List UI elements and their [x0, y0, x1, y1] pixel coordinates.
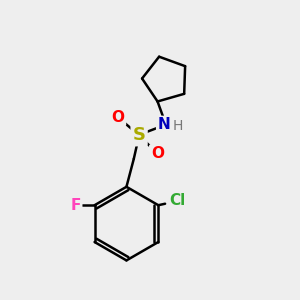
Text: S: S: [133, 126, 146, 144]
Text: O: O: [151, 146, 164, 161]
Text: F: F: [70, 198, 81, 213]
Text: N: N: [158, 118, 170, 133]
Text: Cl: Cl: [169, 193, 186, 208]
Text: O: O: [111, 110, 124, 124]
Text: H: H: [172, 119, 183, 134]
